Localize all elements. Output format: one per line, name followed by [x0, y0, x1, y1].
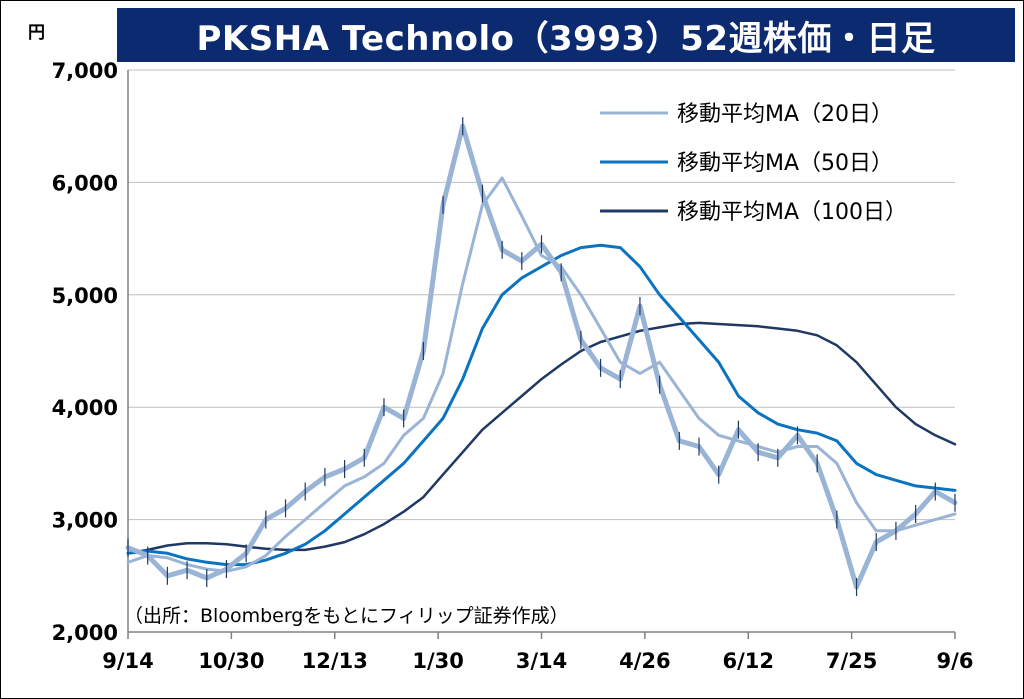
series-lines [125, 117, 958, 597]
axes: 2,000 3,000 4,000 5,000 6,000 7,000 9/14 10/30 1… [52, 59, 974, 673]
x-tick-label: 3/14 [516, 649, 568, 673]
x-tick-label: 4/26 [619, 649, 671, 673]
x-tick-label: 9/6 [937, 649, 974, 673]
ma-series-line-1 [126, 176, 957, 573]
x-tick-label: 12/13 [302, 649, 368, 673]
source-note: （出所：Bloombergをもとにフィリップ証券作成） [124, 605, 569, 627]
ma-series-line-2 [126, 243, 957, 567]
y-tick-label: 2,000 [52, 621, 118, 645]
legend-label: 移動平均MA（50日） [677, 151, 893, 176]
y-tick-label: 4,000 [52, 396, 118, 420]
y-axis-unit: 円 [28, 23, 45, 43]
y-tick-label: 7,000 [52, 59, 118, 83]
x-tick-label: 1/30 [412, 649, 464, 673]
x-tick-label: 7/25 [826, 649, 878, 673]
x-tick-label: 10/30 [198, 649, 264, 673]
legend-label: 移動平均MA（20日） [677, 102, 893, 127]
y-tick-label: 6,000 [52, 171, 118, 195]
x-tick-label: 9/14 [102, 649, 154, 673]
legend: 移動平均MA（20日） 移動平均MA（50日） 移動平均MA（100日） [600, 102, 907, 225]
ma-series-line-3 [126, 321, 957, 555]
x-tick-label: 6/12 [722, 649, 774, 673]
price-series-line [125, 123, 958, 590]
y-tick-label: 3,000 [52, 509, 118, 533]
grid [128, 69, 955, 521]
legend-label: 移動平均MA（100日） [677, 200, 907, 225]
chart-title: PKSHA Technolo（3993）52週株価・日足 [117, 8, 1015, 62]
y-tick-label: 5,000 [52, 284, 118, 308]
